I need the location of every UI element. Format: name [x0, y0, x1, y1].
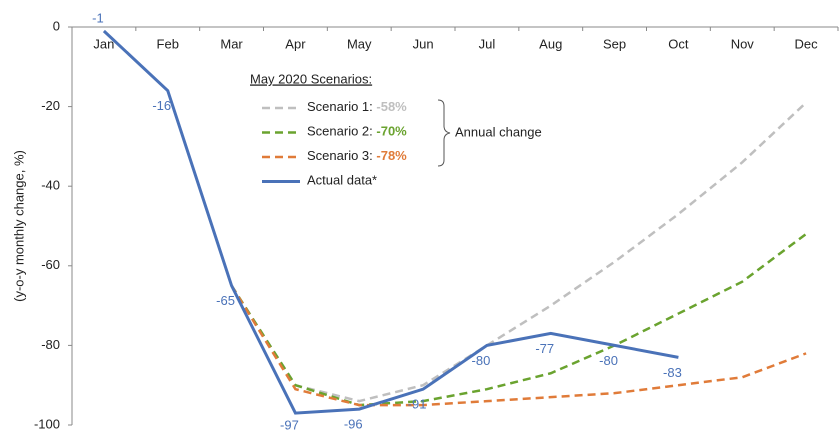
x-tick-label: Aug — [539, 36, 562, 51]
x-tick-label: Dec — [795, 36, 819, 51]
brace — [437, 99, 451, 167]
legend-label: Scenario 2: -70% — [307, 124, 407, 139]
legend-name: Scenario 3: — [307, 148, 373, 163]
y-tick-label: -60 — [41, 257, 60, 272]
data-label: -96 — [344, 417, 363, 432]
y-tick-label: -80 — [41, 337, 60, 352]
series-line — [230, 285, 807, 407]
x-tick-label: Feb — [157, 36, 179, 51]
data-label: -80 — [599, 353, 618, 368]
x-tick-label: Mar — [220, 36, 243, 51]
data-label: -16 — [152, 98, 171, 113]
legend-annual-change: -78% — [376, 148, 407, 163]
x-tick-label: Jan — [93, 36, 114, 51]
data-label: -1 — [92, 10, 104, 25]
x-tick-label: Apr — [285, 36, 306, 51]
legend-title: May 2020 Scenarios: — [250, 71, 372, 86]
data-label: -77 — [535, 341, 554, 356]
data-label: -83 — [663, 365, 682, 380]
data-label: -91 — [408, 397, 427, 412]
legend-label: Actual data* — [307, 173, 377, 188]
legend-name: Scenario 2: — [307, 124, 373, 139]
x-tick-label: May — [347, 36, 372, 51]
y-tick-label: -20 — [41, 98, 60, 113]
x-tick-label: Jul — [479, 36, 496, 51]
y-tick-label: -100 — [34, 416, 60, 431]
y-tick-label: -40 — [41, 178, 60, 193]
data-label: -65 — [216, 293, 235, 308]
x-tick-label: Oct — [668, 36, 689, 51]
series-line — [230, 101, 807, 403]
legend-annual-change: -58% — [376, 99, 407, 114]
series-line — [102, 29, 679, 415]
x-tick-label: Sep — [603, 36, 626, 51]
data-label: -80 — [472, 353, 491, 368]
x-tick-label: Jun — [413, 36, 434, 51]
x-tick-label: Nov — [731, 36, 755, 51]
y-axis-label: (y-o-y monthly change, %) — [11, 150, 26, 302]
legend-name: Scenario 1: — [307, 99, 373, 114]
annotation: Annual change — [455, 124, 542, 139]
legend-label: Scenario 1: -58% — [307, 99, 407, 114]
legend-annual-change: -70% — [376, 124, 407, 139]
data-label: -97 — [280, 417, 299, 432]
legend-label: Scenario 3: -78% — [307, 148, 407, 163]
y-tick-label: 0 — [53, 18, 60, 33]
legend-name: Actual data* — [307, 173, 377, 188]
